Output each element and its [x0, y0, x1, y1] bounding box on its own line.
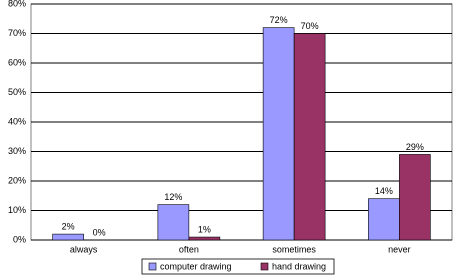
y-tick-label: 50% [8, 87, 26, 97]
value-label: 2% [62, 221, 75, 231]
y-tick-label: 40% [8, 116, 26, 126]
value-label: 0% [93, 227, 106, 237]
legend [141, 258, 335, 275]
value-label: 70% [301, 21, 319, 31]
legend-label: hand drawing [272, 261, 326, 271]
y-tick-label: 0% [13, 234, 26, 244]
y-tick-label: 60% [8, 57, 26, 67]
x-tick-label: often [179, 244, 199, 254]
legend-label: computer drawing [160, 261, 232, 271]
y-tick-label: 70% [8, 28, 26, 38]
value-label: 14% [375, 186, 393, 196]
bar [399, 154, 431, 241]
legend-swatch [148, 262, 157, 271]
y-tick-label: 80% [8, 0, 26, 8]
value-label: 12% [164, 192, 182, 202]
bar [368, 198, 400, 241]
bar [157, 204, 190, 241]
value-label: 1% [198, 224, 211, 234]
x-tick-label: never [388, 244, 411, 254]
bar [52, 233, 84, 241]
y-tick-label: 30% [8, 146, 26, 156]
value-label: 72% [270, 15, 288, 25]
x-tick-label: sometimes [272, 244, 316, 254]
bar [262, 27, 295, 241]
bar [188, 236, 221, 241]
x-tick-label: always [70, 244, 98, 254]
legend-swatch [260, 262, 269, 271]
bar [293, 33, 326, 241]
y-tick-label: 20% [8, 175, 26, 185]
value-label: 29% [406, 142, 424, 152]
y-tick-label: 10% [8, 205, 26, 215]
